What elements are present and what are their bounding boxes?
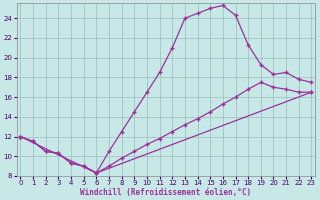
X-axis label: Windchill (Refroidissement éolien,°C): Windchill (Refroidissement éolien,°C) xyxy=(80,188,252,197)
